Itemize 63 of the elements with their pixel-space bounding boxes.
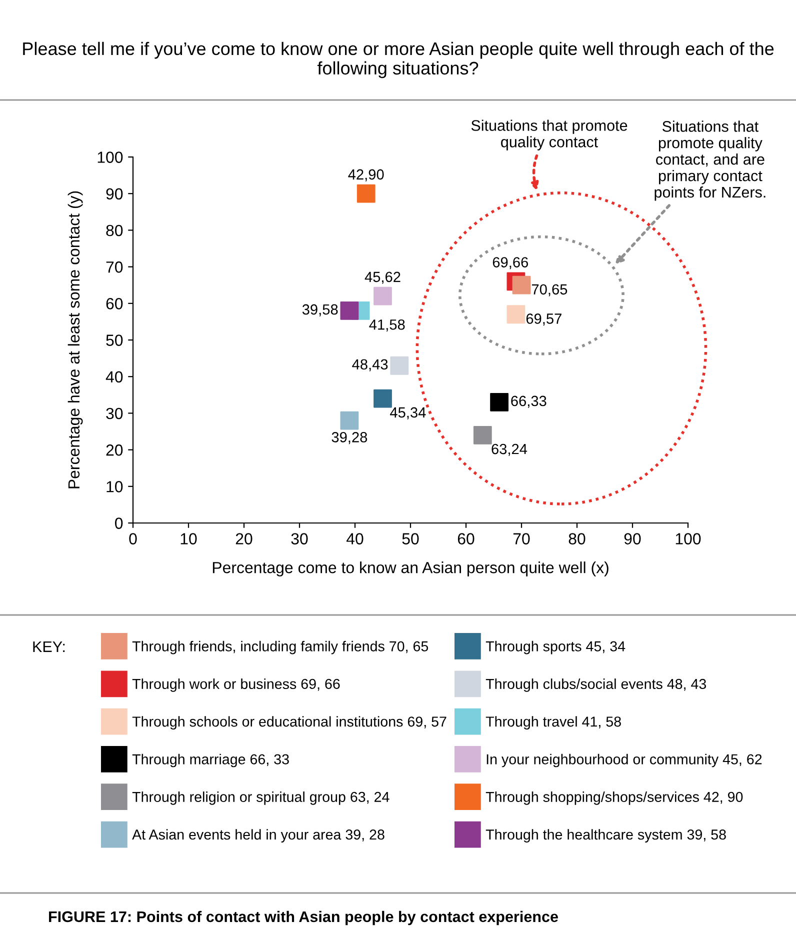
x-tick-label: 60 xyxy=(458,533,474,544)
point xyxy=(473,426,492,444)
annotation: 42,90 xyxy=(348,169,384,182)
y-tick-label: 20 xyxy=(106,444,123,456)
annotation: 69,57 xyxy=(526,314,562,326)
annotation: Situations that promote quality contact, and are primary contact points for NZers. xyxy=(654,120,766,201)
legend-label: Through religion or spiritual group 63, 24 xyxy=(132,791,390,805)
y-tick-label: 90 xyxy=(106,188,123,200)
caption: FIGURE 17: Points of contact with Asian people by contact experience xyxy=(49,910,558,926)
y-tick-label: 70 xyxy=(106,261,123,273)
annotation: 69,66 xyxy=(492,257,528,270)
legend-label: At Asian events held in your area 39, 28 xyxy=(132,829,384,842)
legend-label: Through marriage 66, 33 xyxy=(132,754,289,768)
point xyxy=(340,302,359,320)
x-tick-label: 0 xyxy=(129,533,137,544)
legend-label: Through work or business 69, 66 xyxy=(132,678,340,692)
y-tick-label: 30 xyxy=(106,408,123,420)
y-tick-label: 60 xyxy=(106,298,123,310)
annotation: 70,65 xyxy=(532,284,568,296)
y-tick-label: 10 xyxy=(106,481,123,492)
legend-label: Through shopping/shops/services 42, 90 xyxy=(486,791,743,805)
x-tick-label: 50 xyxy=(402,533,419,544)
annotation: 39,28 xyxy=(332,432,368,444)
x-tick-label: 90 xyxy=(624,533,641,544)
x-tick-label: 40 xyxy=(346,533,364,544)
annotation: 48,43 xyxy=(352,359,388,372)
annotation: 63,24 xyxy=(492,444,528,456)
legend-label: Through clubs/social events 48, 43 xyxy=(486,678,706,692)
annotation: 39,58 xyxy=(302,304,338,316)
legend-label: Through the healthcare system 39, 58 xyxy=(486,829,726,842)
y-axis-title: Percentage have at least some contact (y) xyxy=(68,191,83,488)
annotation: 41,58 xyxy=(369,319,405,332)
y-tick-label: 100 xyxy=(98,152,123,163)
legend-title: KEY: xyxy=(33,641,65,652)
legend-label: Through sports 45, 34 xyxy=(486,640,626,654)
x-tick-label: 80 xyxy=(568,533,586,544)
point xyxy=(356,184,376,203)
point xyxy=(506,305,526,324)
y-tick-label: 80 xyxy=(106,224,123,236)
legend-label: In your neighbourhood or community 45, 62 xyxy=(486,754,762,768)
y-tick-label: 0 xyxy=(115,518,123,529)
point xyxy=(340,411,359,430)
x-tick-label: 100 xyxy=(676,533,701,544)
point xyxy=(374,286,392,306)
point xyxy=(512,276,531,294)
annotation: 66,33 xyxy=(511,396,546,408)
point xyxy=(374,389,392,408)
annotation: 45,34 xyxy=(390,407,426,420)
legend-label: Through friends, including family friends 70, 65 xyxy=(132,640,428,654)
text: Situations that promote quality contact xyxy=(471,120,628,150)
point xyxy=(490,393,508,412)
y-tick-label: 40 xyxy=(106,371,123,383)
x-tick-label: 20 xyxy=(236,533,252,544)
annotation: 45,62 xyxy=(364,272,400,284)
legend-label: Through schools or educational institutions 69, 57 xyxy=(132,716,446,730)
chart-title: Please tell me if you’ve come to know one or more Asian people quite well through each of the following situations? xyxy=(23,42,774,78)
point xyxy=(390,356,409,375)
legend-label: Through travel 41, 58 xyxy=(486,716,621,730)
x-tick-label: 70 xyxy=(513,533,530,544)
y-tick-label: 50 xyxy=(106,334,123,346)
x-tick-label: 30 xyxy=(291,533,308,544)
x-axis-title: Percentage come to know an Asian person quite well (x) xyxy=(212,562,608,576)
x-tick-label: 10 xyxy=(180,533,197,544)
